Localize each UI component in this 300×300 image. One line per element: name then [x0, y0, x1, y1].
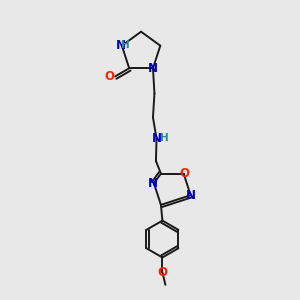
Text: N: N	[148, 177, 158, 190]
Text: O: O	[179, 167, 189, 180]
Text: O: O	[158, 266, 167, 279]
Text: H: H	[160, 133, 169, 142]
Text: H: H	[121, 40, 129, 50]
Text: N: N	[116, 39, 125, 52]
Text: N: N	[186, 189, 196, 202]
Text: N: N	[148, 62, 158, 75]
Text: N: N	[152, 132, 161, 145]
Text: O: O	[105, 70, 115, 83]
